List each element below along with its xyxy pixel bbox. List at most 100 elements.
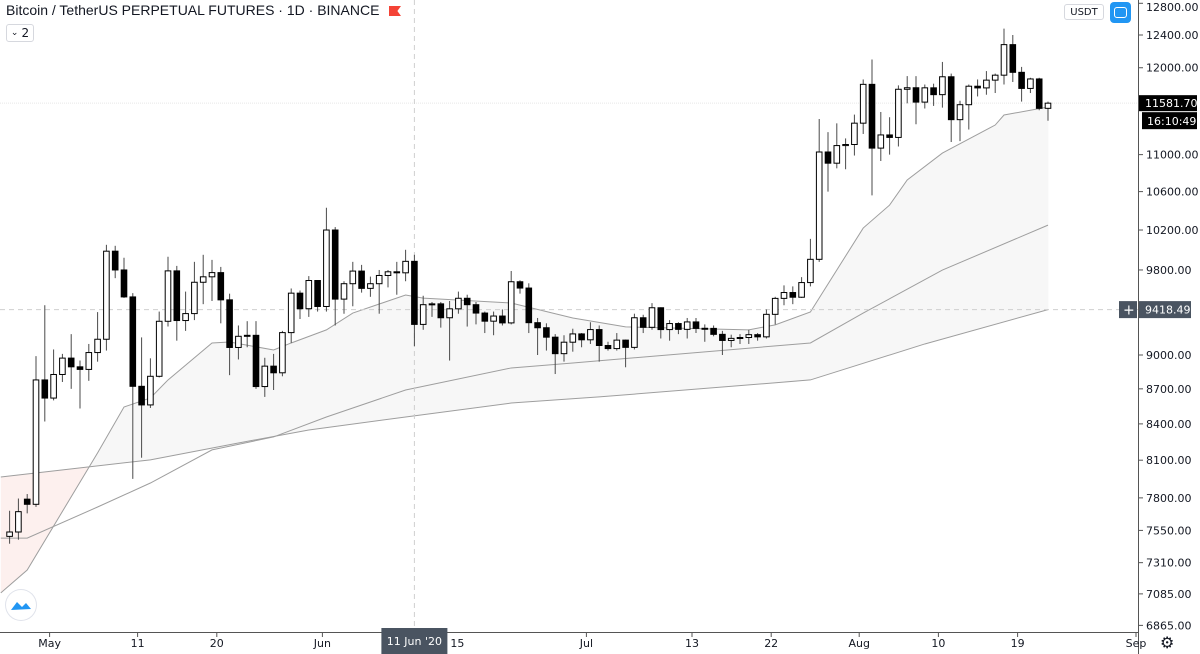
candle: [587, 322, 594, 344]
ma-band-segment: [124, 405, 129, 463]
ma-band-segment: [546, 311, 552, 401]
candle: [243, 321, 251, 348]
candle: [323, 207, 330, 312]
time-tick-label: 13: [685, 637, 699, 650]
ma-band-segment: [198, 350, 204, 451]
price-tick-label: 8400.00: [1146, 418, 1192, 431]
indicator-legend-toggle[interactable]: ⌄ 2: [6, 24, 34, 42]
candle: [375, 269, 383, 314]
candle: [23, 494, 31, 514]
candle: [59, 353, 66, 382]
candle: [85, 343, 93, 381]
candle: [859, 79, 867, 134]
price-tick-label: 10200.00: [1146, 224, 1199, 237]
ma-band-segment: [792, 316, 798, 382]
gear-icon[interactable]: ⚙: [1160, 633, 1175, 652]
candle-body-down: [1018, 71, 1025, 89]
auto-scale-button[interactable]: [1110, 2, 1131, 23]
ma-band-segment: [493, 302, 499, 406]
candle-body-up: [50, 373, 57, 399]
candle-body-up: [701, 327, 709, 330]
ma-band-segment: [418, 297, 424, 416]
ma-band-segment: [190, 357, 195, 453]
candle: [815, 118, 823, 262]
candle-body-up: [446, 308, 453, 319]
candle-body-up: [182, 313, 189, 322]
candle: [543, 323, 550, 351]
last-price-label: 11581.70 16:10:49: [1139, 95, 1198, 130]
candle: [903, 76, 911, 104]
crosshair-date-value: 11 Jun '20: [387, 635, 442, 648]
bar-countdown: 16:10:49: [1147, 115, 1196, 128]
ma-band-segment: [678, 328, 684, 391]
ma-band-segment: [762, 326, 767, 384]
candle: [551, 334, 559, 375]
candle: [296, 290, 304, 320]
ma-band-segment: [352, 311, 358, 425]
candle: [507, 270, 515, 325]
candle: [604, 341, 612, 351]
candle-body-down: [868, 83, 876, 149]
candle: [499, 309, 506, 326]
candle: [666, 320, 673, 341]
candle: [50, 349, 57, 401]
price-axis[interactable]: 12800.00 12400.00 12000.00 11000.00 10600.00…: [1139, 1, 1199, 632]
ma-band-segment: [476, 301, 481, 408]
ma-band-segment: [436, 298, 442, 413]
candle: [983, 71, 990, 95]
ma-band-segment: [383, 301, 389, 420]
candle-body-down: [974, 85, 981, 89]
candle: [701, 324, 709, 342]
ma-band-segment: [498, 302, 503, 405]
candle-body-up: [15, 511, 22, 533]
ma-band-segment: [577, 318, 582, 399]
ma-band-segment: [1026, 110, 1031, 316]
currency-label[interactable]: USDT: [1064, 4, 1104, 20]
symbol-title[interactable]: Bitcoin / TetherUS PERPETUAL FUTURES · 1…: [6, 2, 380, 18]
plus-icon[interactable]: +: [1123, 303, 1135, 319]
ma-band-segment: [920, 166, 926, 346]
price-tick-label: 9000.00: [1146, 349, 1192, 362]
candle: [657, 307, 665, 339]
ma-band-segment: [894, 192, 899, 354]
candle: [833, 123, 841, 169]
candle: [32, 356, 40, 507]
candle-body-down: [543, 327, 550, 338]
ma-band-segment: [982, 129, 987, 329]
ma-band-segment: [62, 469, 68, 512]
candle: [173, 265, 181, 341]
candle: [305, 276, 313, 317]
candle: [1035, 77, 1043, 111]
ma-band-segment: [788, 318, 794, 382]
ma-band-segment: [1012, 112, 1018, 320]
candle-body-up: [287, 292, 295, 334]
candle-body-up: [490, 315, 497, 322]
candle-body-down: [76, 366, 84, 370]
ma-band-segment: [1017, 111, 1022, 319]
candle: [613, 333, 621, 351]
candle: [939, 61, 946, 108]
ma-band-segment: [22, 473, 28, 574]
ma-band-segment: [770, 324, 776, 384]
ma-band-segment: [339, 318, 345, 426]
ma-band-segment: [506, 302, 512, 404]
candle-body-down: [393, 271, 401, 274]
candle: [455, 291, 462, 314]
ma-band-segment: [832, 270, 838, 374]
add-alert-button[interactable]: [1119, 301, 1137, 319]
ma-band-segment: [806, 311, 811, 381]
candle-body-up: [155, 320, 163, 377]
red-flag-icon[interactable]: [389, 6, 401, 16]
ma-band-segment: [348, 313, 354, 425]
ma-band-segment: [71, 468, 76, 497]
price-tick-label: 7085.00: [1146, 588, 1192, 601]
ma-band-segment: [652, 327, 657, 393]
candle-body-down: [824, 151, 832, 164]
tradingview-logo[interactable]: [6, 590, 36, 620]
candle-body-up: [199, 276, 207, 283]
price-tick-label: 11000.00: [1146, 149, 1199, 162]
ma-band-segment: [726, 329, 732, 387]
time-axis[interactable]: May 11 20 Jun 15 Jul 13 22 Aug 10 19 Sep: [0, 633, 1146, 654]
price-tick-label: 12000.00: [1146, 62, 1199, 75]
